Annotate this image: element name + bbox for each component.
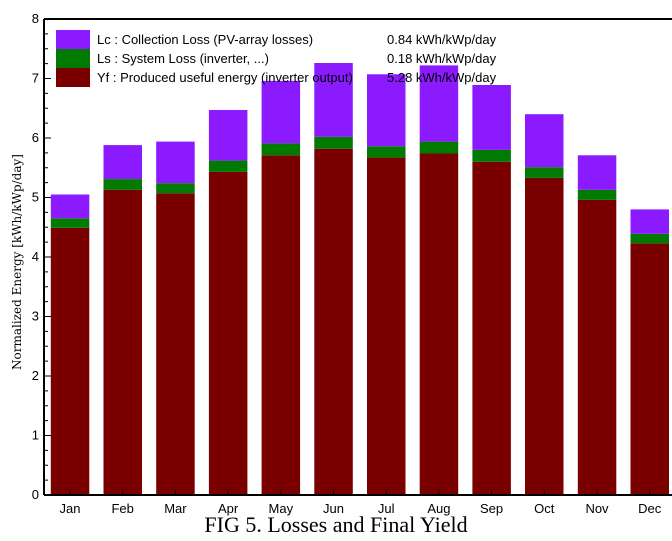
- bar-dec-series-1: [630, 233, 669, 244]
- bar-may-series-1: [261, 143, 301, 156]
- bar-jan-series-1: [50, 218, 90, 228]
- legend-swatch-0: [56, 30, 90, 49]
- bar-aug-series-1: [419, 141, 459, 154]
- bar-jul-series-2: [367, 74, 406, 147]
- x-tick-label-aug: Aug: [427, 501, 450, 516]
- bar-oct-series-2: [525, 114, 564, 168]
- x-tick-label-jun: Jun: [323, 501, 344, 516]
- legend-entry-name: Lc : Collection Loss (PV-array losses): [97, 32, 313, 47]
- y-tick-label: 8: [32, 11, 39, 26]
- x-tick-label-dec: Dec: [638, 501, 662, 516]
- bar-jan-series-2: [50, 194, 90, 219]
- bar-may-series-0: [261, 155, 301, 496]
- legend-entry-name: Ls : System Loss (inverter, ...): [97, 51, 269, 66]
- bar-dec-series-2: [630, 209, 669, 234]
- y-tick-label: 7: [32, 71, 39, 86]
- y-axis-label: Normalized Energy [kWh/kWp/day]: [10, 154, 24, 370]
- bar-may-series-2: [261, 80, 301, 144]
- bar-nov-series-1: [577, 189, 617, 200]
- bar-feb-series-0: [103, 189, 142, 496]
- bar-nov-series-0: [577, 199, 617, 495]
- bar-jun-series-2: [314, 63, 353, 137]
- bar-mar-series-2: [156, 141, 195, 184]
- y-tick-label: 3: [32, 309, 39, 324]
- x-tick-label-jan: Jan: [60, 501, 81, 516]
- legend-entry-name: Yf : Produced useful energy (inverter ou…: [97, 70, 353, 85]
- y-tick-label: 1: [32, 428, 39, 443]
- bar-sep-series-2: [472, 85, 511, 150]
- x-tick-label-sep: Sep: [480, 501, 503, 516]
- y-tick-label: 2: [32, 368, 39, 383]
- bar-aug-series-2: [419, 65, 459, 142]
- bar-nov-series-2: [577, 155, 617, 190]
- x-tick-label-jul: Jul: [378, 501, 395, 516]
- bar-jul-series-0: [367, 157, 406, 495]
- y-tick-label: 0: [32, 487, 39, 502]
- legend-entry-value: 0.84 kWh/kWp/day: [387, 32, 497, 47]
- x-tick-label-oct: Oct: [534, 501, 555, 516]
- x-tick-label-apr: Apr: [218, 501, 239, 516]
- bars-layer: [50, 63, 669, 496]
- bar-apr-series-2: [208, 110, 248, 161]
- x-tick-label-feb: Feb: [111, 501, 133, 516]
- x-tick-label-mar: Mar: [164, 501, 187, 516]
- bar-jun-series-0: [314, 148, 353, 495]
- y-tick-label: 6: [32, 130, 39, 145]
- figure-caption: FIG 5. Losses and Final Yield: [204, 512, 468, 537]
- axes-layer: 0 1 2 3 4 5 6 7 8 Jan Feb Mar Apr May Jun Jul Aug Sep Oct N…: [32, 11, 672, 516]
- bar-jun-series-1: [314, 136, 353, 149]
- bar-sep-series-0: [472, 161, 511, 496]
- bar-sep-series-1: [472, 149, 511, 162]
- bar-oct-series-0: [525, 177, 564, 495]
- legend-swatch-2: [56, 68, 90, 87]
- x-tick-label-nov: Nov: [585, 501, 609, 516]
- legend-entry-value: 0.18 kWh/kWp/day: [387, 51, 497, 66]
- bar-aug-series-0: [419, 153, 459, 495]
- bar-feb-series-2: [103, 145, 142, 179]
- bar-oct-series-1: [525, 167, 564, 178]
- bar-jul-series-1: [367, 146, 406, 158]
- y-tick-label: 4: [32, 249, 39, 264]
- x-tick-label-may: May: [269, 501, 294, 516]
- bar-jan-series-0: [50, 227, 90, 496]
- y-tick-label: 5: [32, 190, 39, 205]
- legend: Lc : Collection Loss (PV-array losses) 0.…: [56, 30, 497, 87]
- bar-feb-series-1: [103, 179, 142, 190]
- legend-swatch-1: [56, 49, 90, 68]
- bar-dec-series-0: [630, 243, 669, 495]
- bar-apr-series-1: [208, 160, 248, 172]
- bar-mar-series-0: [156, 193, 195, 496]
- legend-entry-value: 5.28 kWh/kWp/day: [387, 70, 497, 85]
- bar-apr-series-0: [208, 171, 248, 495]
- bar-mar-series-1: [156, 183, 195, 194]
